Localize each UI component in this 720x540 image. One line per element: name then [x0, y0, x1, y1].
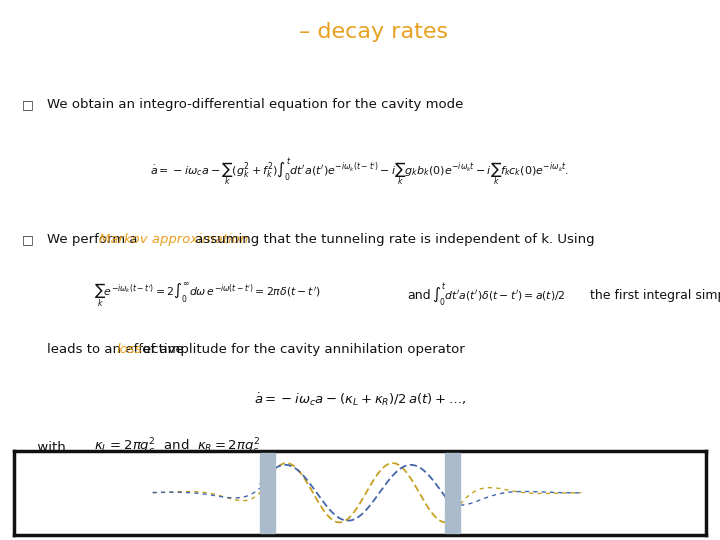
Text: $\sum_k e^{-i\omega_k(t-t^\prime)} = 2\int_0^\infty d\omega\, e^{-i\omega(t-t^\p: $\sum_k e^{-i\omega_k(t-t^\prime)} = 2\i…	[94, 281, 320, 309]
Text: Markov approximation: Markov approximation	[99, 233, 248, 246]
Text: loss: loss	[117, 343, 142, 356]
Text: $\int_0^t dt^\prime a(t^\prime)\delta(t-t^\prime) = a(t)/2$: $\int_0^t dt^\prime a(t^\prime)\delta(t-…	[432, 281, 566, 309]
Text: the first integral simply: the first integral simply	[590, 289, 720, 302]
Text: $\dot{a} = -i\omega_c a - \sum_k (g_k^2 + f_k^2) \int_0^t dt^\prime a(t^\prime) : $\dot{a} = -i\omega_c a - \sum_k (g_k^2 …	[150, 156, 570, 187]
Text: □: □	[22, 98, 33, 111]
Text: $\dot{a} = -i\omega_c a - (\kappa_L + \kappa_R)/2\, a(t) + \ldots,$: $\dot{a} = -i\omega_c a - (\kappa_L + \k…	[254, 392, 466, 408]
Text: We perform a: We perform a	[47, 233, 142, 246]
Bar	[445, 453, 460, 533]
Text: $\kappa_L = 2\pi g_c^2$  and  $\kappa_R = 2\pi g_c^2$: $\kappa_L = 2\pi g_c^2$ and $\kappa_R = …	[94, 437, 260, 457]
Text: of amplitude for the cavity annihilation operator: of amplitude for the cavity annihilation…	[138, 343, 465, 356]
Text: assuming that the tunneling rate is independent of k. Using: assuming that the tunneling rate is inde…	[191, 233, 595, 246]
Bar	[260, 453, 275, 533]
Text: – decay rates: – decay rates	[299, 22, 448, 43]
Text: We obtain an integro-differential equation for the cavity mode: We obtain an integro-differential equati…	[47, 98, 463, 111]
Text: □: □	[22, 233, 33, 246]
Text: Quantum Langevin equations: Quantum Langevin equations	[14, 22, 351, 43]
Text: leads to an effective: leads to an effective	[47, 343, 188, 356]
Text: and: and	[407, 289, 431, 302]
Text: ...with: ...with	[25, 441, 66, 454]
